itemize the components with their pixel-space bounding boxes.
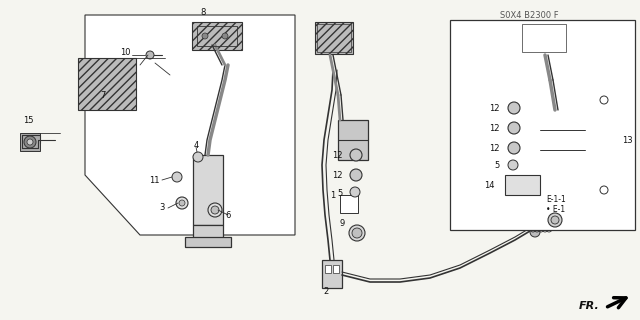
Bar bbox=[322, 260, 342, 288]
Text: 5: 5 bbox=[338, 188, 343, 197]
Bar bbox=[333, 265, 339, 273]
Bar bbox=[340, 195, 358, 213]
Text: 13: 13 bbox=[622, 135, 632, 145]
Text: 6: 6 bbox=[225, 211, 230, 220]
Circle shape bbox=[350, 149, 362, 161]
Bar bbox=[20, 133, 40, 151]
Bar bbox=[78, 58, 136, 110]
Circle shape bbox=[222, 33, 228, 39]
Bar bbox=[317, 24, 351, 52]
Circle shape bbox=[508, 142, 520, 154]
Text: 4: 4 bbox=[193, 140, 198, 149]
Circle shape bbox=[27, 139, 33, 145]
Bar bbox=[540, 110, 585, 200]
Text: 5: 5 bbox=[495, 161, 500, 170]
Text: 2: 2 bbox=[323, 287, 328, 297]
Bar bbox=[193, 225, 223, 240]
Text: 8: 8 bbox=[200, 7, 205, 17]
Text: 15: 15 bbox=[23, 116, 33, 124]
Circle shape bbox=[530, 227, 540, 237]
Text: 12: 12 bbox=[490, 103, 500, 113]
Text: 12: 12 bbox=[490, 124, 500, 132]
Circle shape bbox=[508, 160, 518, 170]
Text: 14: 14 bbox=[484, 180, 495, 189]
Text: 10: 10 bbox=[120, 47, 131, 57]
Text: 12: 12 bbox=[333, 171, 343, 180]
FancyBboxPatch shape bbox=[587, 47, 621, 213]
Circle shape bbox=[350, 169, 362, 181]
Bar bbox=[197, 26, 237, 46]
Bar bbox=[315, 22, 353, 54]
Circle shape bbox=[600, 96, 608, 104]
Bar bbox=[520, 22, 568, 54]
Bar bbox=[522, 24, 566, 52]
Circle shape bbox=[24, 136, 36, 148]
Bar bbox=[185, 237, 231, 247]
Circle shape bbox=[193, 152, 203, 162]
Circle shape bbox=[352, 228, 362, 238]
Circle shape bbox=[551, 216, 559, 224]
Circle shape bbox=[179, 200, 185, 206]
Text: 3: 3 bbox=[159, 204, 165, 212]
Circle shape bbox=[211, 206, 219, 214]
Bar bbox=[507, 177, 538, 193]
Text: 7: 7 bbox=[100, 91, 106, 100]
Bar bbox=[450, 20, 635, 230]
Bar bbox=[325, 265, 331, 273]
Text: 9: 9 bbox=[340, 219, 345, 228]
Text: 1: 1 bbox=[330, 190, 335, 199]
Circle shape bbox=[202, 33, 208, 39]
Text: S0X4 B2300 F: S0X4 B2300 F bbox=[500, 11, 559, 20]
Bar bbox=[192, 22, 242, 50]
Text: FR.: FR. bbox=[579, 301, 600, 311]
Circle shape bbox=[548, 213, 562, 227]
Polygon shape bbox=[85, 15, 295, 235]
Circle shape bbox=[508, 102, 520, 114]
Circle shape bbox=[350, 187, 360, 197]
Text: • E-1: • E-1 bbox=[546, 205, 565, 214]
Bar bbox=[193, 155, 223, 225]
Circle shape bbox=[146, 51, 154, 59]
Text: 11: 11 bbox=[150, 175, 160, 185]
Circle shape bbox=[176, 197, 188, 209]
Circle shape bbox=[349, 225, 365, 241]
Circle shape bbox=[208, 203, 222, 217]
Text: E-1-1: E-1-1 bbox=[546, 196, 566, 204]
Text: 12: 12 bbox=[333, 150, 343, 159]
Bar bbox=[505, 175, 540, 195]
Bar bbox=[338, 120, 368, 160]
Circle shape bbox=[600, 186, 608, 194]
Text: 12: 12 bbox=[490, 143, 500, 153]
Circle shape bbox=[508, 122, 520, 134]
Circle shape bbox=[172, 172, 182, 182]
